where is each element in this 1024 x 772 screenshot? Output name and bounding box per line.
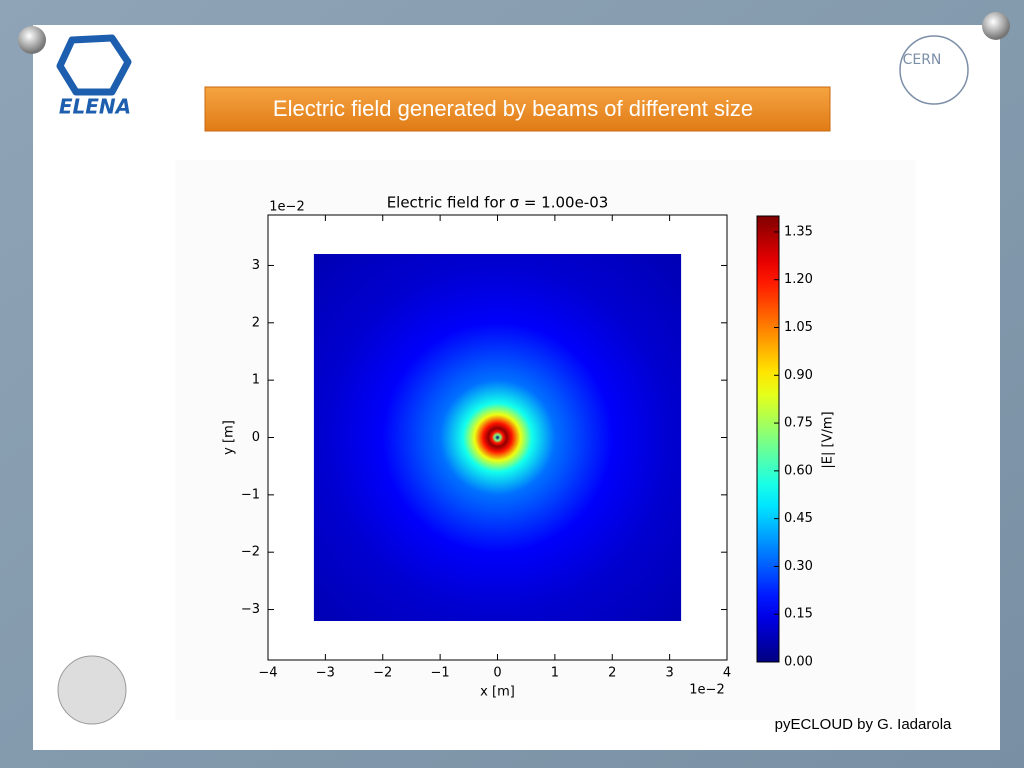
x-tick-label: −3 xyxy=(316,666,335,681)
x-tick-label: 1 xyxy=(551,666,559,681)
colorbar-tick-label: 0.60 xyxy=(784,463,813,478)
heatmap xyxy=(313,253,682,622)
x-tick-label: 2 xyxy=(608,666,616,681)
y-tick-label: −1 xyxy=(241,487,260,502)
y-tick-label: 2 xyxy=(252,315,260,330)
colorbar-tick-label: 1.35 xyxy=(784,224,813,239)
colorbar-tick-label: 1.20 xyxy=(784,272,813,287)
y-tick-label: 3 xyxy=(252,258,260,273)
colorbar-tick-label: 0.30 xyxy=(784,559,813,574)
colorbar-tick-label: 1.05 xyxy=(784,320,813,335)
colorbar-tick-label: 0.00 xyxy=(784,655,813,670)
colorbar xyxy=(756,215,780,663)
y-axis-label: y [m] xyxy=(222,420,237,455)
pin xyxy=(982,12,1010,40)
colorbar-tick-label: 0.15 xyxy=(784,607,813,622)
x-tick-label: 0 xyxy=(493,666,501,681)
elena-logo xyxy=(56,34,132,96)
pin xyxy=(18,26,46,54)
elena-text: ELENA xyxy=(59,95,131,119)
cern-text: CERN xyxy=(903,52,942,68)
colorbar-tick-label: 0.75 xyxy=(784,416,813,431)
x-tick-label: −4 xyxy=(258,666,277,681)
y-tick-label: −2 xyxy=(241,545,260,560)
x-offset-label: 1e−2 xyxy=(689,683,724,698)
y-offset-label: 1e−2 xyxy=(269,200,304,215)
colorbar-label: |E| [V/m] xyxy=(821,411,836,468)
x-tick-label: −1 xyxy=(431,666,450,681)
title-box xyxy=(204,86,831,132)
credit: pyECLOUD by G. Iadarola xyxy=(775,716,952,733)
chart-title: Electric field for σ = 1.00e-03 xyxy=(387,194,609,212)
y-tick-label: 0 xyxy=(252,430,260,445)
colorbar-tick-label: 0.45 xyxy=(784,511,813,526)
cern-logo xyxy=(899,35,969,105)
slide-title: Electric field generated by beams of dif… xyxy=(273,96,753,121)
colorbar-tick-label: 0.90 xyxy=(784,368,813,383)
y-tick-label: 1 xyxy=(252,373,260,388)
x-tick-label: −2 xyxy=(373,666,392,681)
chart: −4 −3 −2 −1 0 1 2 3 4 −3 −2 −1 0 1 2 3 Electric field fo… xyxy=(222,194,836,700)
x-axis-label: x [m] xyxy=(480,685,515,700)
y-tick-label: −3 xyxy=(241,602,260,617)
x-tick-label: 3 xyxy=(665,666,673,681)
x-tick-label: 4 xyxy=(723,666,731,681)
engraving xyxy=(57,655,127,725)
